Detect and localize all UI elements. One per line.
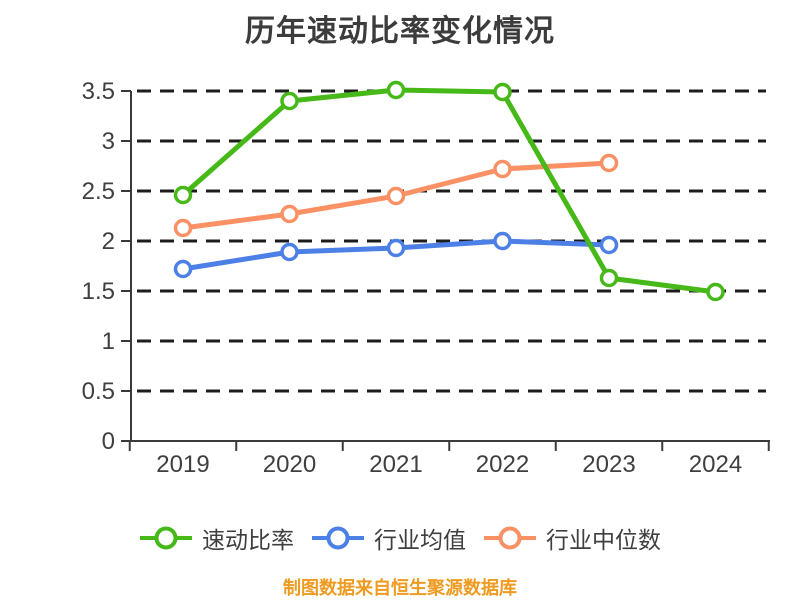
- legend-marker-industry-median-icon: [484, 526, 536, 550]
- legend-item-industry-average: 行业均值: [311, 521, 466, 555]
- chart-title: 历年速动比率变化情况: [245, 15, 555, 48]
- legend-item-quick-ratio: 速动比率: [139, 521, 294, 555]
- y-tick-label: 2: [102, 228, 115, 255]
- y-tick-label: 3: [102, 128, 115, 155]
- data-point-industry-median-2019: [173, 218, 193, 238]
- y-tick-label: 1: [102, 328, 115, 355]
- data-point-quick-ratio-2021: [386, 80, 406, 100]
- data-point-quick-ratio-2019: [173, 185, 193, 205]
- data-point-industry-average-2022: [493, 231, 512, 251]
- data-point-industry-median-2022: [493, 159, 512, 179]
- data-point-industry-average-2019: [173, 259, 193, 279]
- data-point-quick-ratio-2022: [493, 82, 512, 102]
- x-tick-label: 2020: [263, 451, 316, 478]
- x-tick-label: 2019: [156, 451, 209, 478]
- data-point-quick-ratio-2020: [280, 91, 299, 111]
- legend-item-label: 行业均值: [374, 527, 466, 553]
- legend: 速动比率 行业均值 行业中位数: [0, 521, 800, 555]
- y-tick-label: 0: [102, 428, 115, 455]
- data-point-quick-ratio-2024: [706, 282, 725, 302]
- series-line-quick-ratio: [180, 87, 718, 295]
- y-tick-label: 0.5: [82, 378, 115, 405]
- data-point-industry-median-2023: [599, 153, 619, 173]
- legend-item-label: 速动比率: [202, 527, 294, 553]
- data-source-caption: 制图数据来自恒生聚源数据库: [283, 578, 517, 598]
- data-point-industry-average-2023: [599, 235, 619, 255]
- data-point-industry-median-2021: [386, 186, 406, 206]
- x-tick-label: 2024: [689, 451, 742, 478]
- legend-marker-quick-ratio-icon: [140, 526, 192, 550]
- x-tick-label: 2021: [369, 451, 422, 478]
- y-tick-label: 1.5: [82, 278, 115, 305]
- y-tick-label: 2.5: [82, 178, 115, 205]
- data-point-industry-average-2021: [386, 238, 406, 258]
- x-tick-label: 2023: [582, 451, 635, 478]
- data-point-quick-ratio-2023: [599, 268, 619, 288]
- legend-item-label: 行业中位数: [546, 527, 661, 553]
- legend-marker-industry-average-icon: [312, 526, 364, 550]
- data-point-industry-average-2020: [280, 242, 299, 262]
- x-tick-label: 2022: [476, 451, 529, 478]
- y-tick-label: 3.5: [82, 78, 115, 105]
- data-point-industry-median-2020: [280, 204, 299, 224]
- legend-item-industry-median: 行业中位数: [483, 521, 661, 555]
